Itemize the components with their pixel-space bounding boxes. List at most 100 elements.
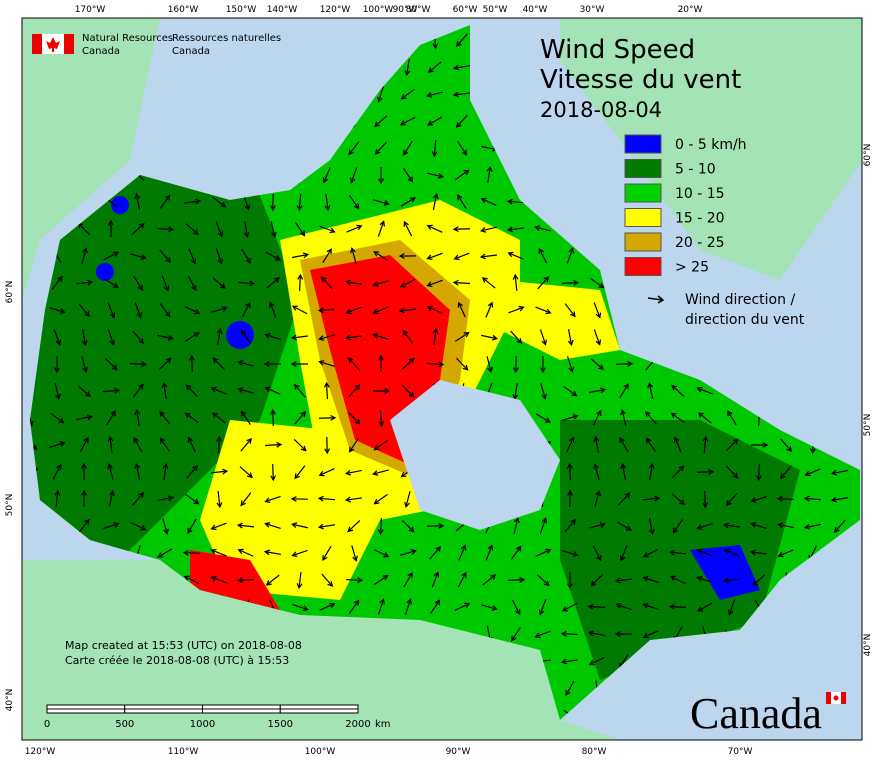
wind-arrow xyxy=(297,273,304,292)
graticule-label: 40°N xyxy=(5,689,15,712)
wind-arrow xyxy=(777,549,794,558)
wind-arrow xyxy=(161,381,168,400)
wind-arrow xyxy=(266,277,281,289)
wind-arrow xyxy=(239,466,253,479)
wind-arrow xyxy=(512,355,519,374)
wind-arrow xyxy=(398,253,417,259)
graticule-label: 30°W xyxy=(580,5,605,15)
zone-15-20 xyxy=(200,420,380,600)
wind-arrow xyxy=(403,168,414,183)
graticule-label: 110°W xyxy=(168,747,199,757)
wind-arrow xyxy=(455,114,468,128)
wind-arrow xyxy=(723,548,740,557)
graticule-label: 60°W xyxy=(453,5,478,15)
wind-arrow xyxy=(54,355,60,374)
zone-0-5 xyxy=(111,196,129,214)
wind-arrow xyxy=(210,468,229,475)
wind-arrow xyxy=(78,303,90,318)
wind-arrow xyxy=(290,361,309,367)
wind-arrow xyxy=(183,575,200,585)
wind-arrow xyxy=(374,574,389,586)
wind-arrow xyxy=(103,251,120,261)
wind-arrow xyxy=(263,361,282,367)
wind-arrow xyxy=(642,602,659,611)
wind-arrow xyxy=(317,307,336,314)
wind-arrow xyxy=(377,517,384,536)
graticule-label: 100°W xyxy=(363,5,394,15)
scale-label: 500 xyxy=(115,719,134,730)
wind-arrow xyxy=(294,465,306,480)
wind-arrow xyxy=(77,385,92,397)
graticule-label: 50°W xyxy=(483,5,508,15)
wind-arrow xyxy=(619,545,628,562)
legend-label: 10 - 15 xyxy=(675,186,725,202)
wind-arrow xyxy=(318,414,337,421)
wind-arrow xyxy=(264,386,281,395)
wind-arrow xyxy=(216,490,223,509)
wind-arrow xyxy=(377,598,386,615)
wind-arrow xyxy=(53,329,62,346)
wind-arrow xyxy=(293,438,307,452)
wind-arrow xyxy=(696,548,713,557)
wind-arrow xyxy=(431,139,438,158)
wind-arrow xyxy=(618,492,631,506)
wind-arrow xyxy=(264,522,281,529)
scale-label: 1500 xyxy=(268,719,293,730)
scale-segment xyxy=(202,708,281,714)
wind-arrow xyxy=(372,469,389,476)
wind-arrow xyxy=(567,329,574,347)
wind-arrow xyxy=(130,521,147,531)
wind-arrow xyxy=(240,410,251,425)
wind-arrow xyxy=(292,252,310,259)
wind-arrow xyxy=(187,275,197,292)
wind-arrow xyxy=(614,631,633,637)
wind-arrow xyxy=(132,330,145,344)
wind-arrow xyxy=(373,251,389,261)
wind-arrow xyxy=(373,493,388,505)
wind-arrow xyxy=(668,603,687,610)
wind-arrow xyxy=(215,248,224,265)
agency-en: Natural Resources xyxy=(82,33,173,44)
wind-arrow xyxy=(81,356,88,373)
wind-arrow xyxy=(81,329,88,347)
wind-arrow xyxy=(401,519,415,533)
wind-arrow xyxy=(378,354,384,373)
graticule-label: 50°N xyxy=(863,414,873,437)
wind-arrow xyxy=(562,414,579,421)
wordmark: Canada xyxy=(690,689,822,738)
wind-arrow xyxy=(241,248,251,264)
wind-arrow xyxy=(752,574,766,587)
wind-arrow xyxy=(482,574,497,586)
scale-segment xyxy=(46,704,126,710)
note: Map created at 15:53 (UTC) on 2018-08-08 xyxy=(65,639,302,652)
wind-arrow xyxy=(454,331,470,342)
wind-arrow xyxy=(535,548,552,557)
wind-arrow xyxy=(400,197,416,207)
wind-arrow xyxy=(236,522,255,529)
wind-arrow xyxy=(185,384,199,398)
wind-arrow xyxy=(345,577,364,584)
wind-arrow xyxy=(107,219,114,238)
wind-arrow xyxy=(432,327,439,346)
title-fr: Vitesse du vent xyxy=(540,65,741,95)
wind-arrow xyxy=(426,305,443,314)
wind-arrow xyxy=(539,329,548,346)
wind-arrow xyxy=(187,436,196,453)
graticule-label: 100°W xyxy=(305,747,336,757)
wind-arrow xyxy=(107,435,114,454)
wind-arrow xyxy=(264,333,281,340)
wind-arrow xyxy=(430,599,441,614)
graticule-label: 160°W xyxy=(168,5,199,15)
wind-arrow xyxy=(722,577,741,584)
wind-arrow xyxy=(398,307,417,314)
wind-arrow xyxy=(481,604,498,611)
wind-arrow xyxy=(186,464,199,479)
wind-arrow xyxy=(696,602,713,612)
wind-arrow xyxy=(130,253,147,260)
wind-arrow xyxy=(265,251,282,261)
wind-arrow xyxy=(456,357,469,371)
wind-arrow xyxy=(510,330,523,344)
wind-arrow xyxy=(565,680,575,697)
wind-arrow xyxy=(479,253,498,260)
wind-arrow xyxy=(399,278,416,288)
